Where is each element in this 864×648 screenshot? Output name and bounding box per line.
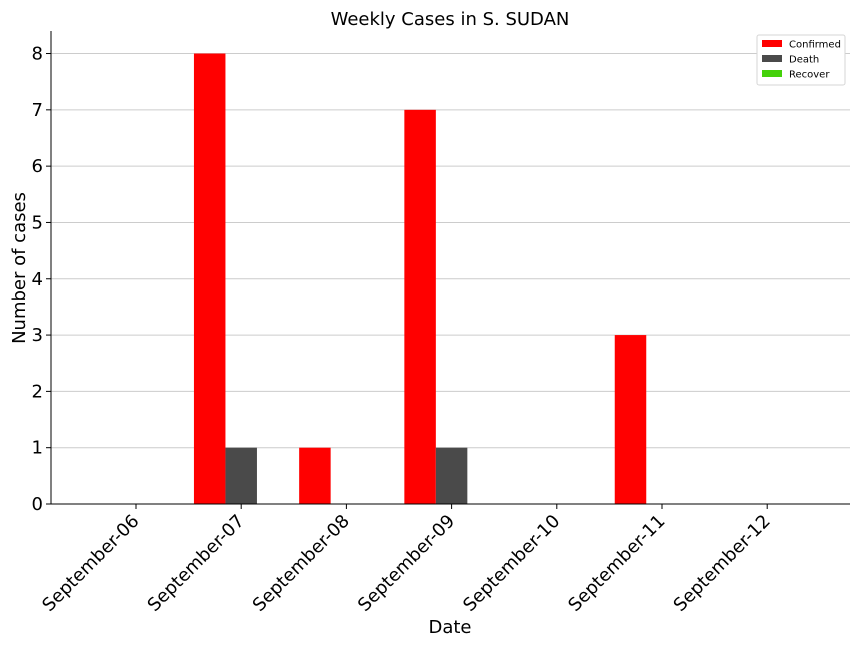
chart-title: Weekly Cases in S. SUDAN xyxy=(331,9,570,30)
x-tick-label: September-07 xyxy=(144,511,249,616)
bar-death-september-07 xyxy=(225,447,257,504)
bar-confirmed-september-07 xyxy=(193,53,226,505)
legend-swatch-recover xyxy=(762,70,782,77)
x-tick-label: September-08 xyxy=(249,511,354,616)
y-axis-title: Number of cases xyxy=(9,192,30,344)
y-tick-label: 5 xyxy=(32,212,43,233)
y-tick-label: 6 xyxy=(32,156,43,177)
legend-label-recover: Recover xyxy=(789,70,830,81)
legend-swatch-death xyxy=(762,55,782,62)
x-tick-label: September-09 xyxy=(354,511,459,616)
bar-death-september-09 xyxy=(435,447,468,504)
y-tick-label: 4 xyxy=(32,269,43,290)
y-tick-label: 3 xyxy=(32,325,43,346)
legend-items: Confirmed Death Recover xyxy=(762,40,841,81)
legend: Confirmed Death Recover xyxy=(756,34,846,86)
y-tick-label: 8 xyxy=(32,44,43,65)
bar-confirmed-september-11 xyxy=(614,335,647,504)
x-tick-label: September-06 xyxy=(38,511,143,616)
legend-label-death: Death xyxy=(789,55,819,66)
legend-swatch-confirmed xyxy=(762,40,782,47)
bar-confirmed-september-08 xyxy=(299,447,331,504)
x-axis-title: Date xyxy=(428,617,471,638)
legend-label-confirmed: Confirmed xyxy=(789,40,841,51)
x-tick-label: September-12 xyxy=(670,511,775,616)
y-tick-label: 7 xyxy=(32,100,43,121)
y-tick-label: 1 xyxy=(32,438,43,459)
axes xyxy=(50,31,850,505)
y-tick-label: 2 xyxy=(32,381,43,402)
x-tick-label: September-11 xyxy=(564,511,669,616)
y-ticks: 0 1 2 3 4 5 6 7 8 xyxy=(32,44,51,515)
bar-confirmed-september-09 xyxy=(404,109,436,504)
x-tick-label: September-10 xyxy=(459,511,564,616)
bars xyxy=(193,53,647,505)
gridlines xyxy=(51,53,850,449)
y-tick-label: 0 xyxy=(32,494,43,515)
x-ticks: September-06 September-07 September-08 Sept… xyxy=(38,504,775,616)
